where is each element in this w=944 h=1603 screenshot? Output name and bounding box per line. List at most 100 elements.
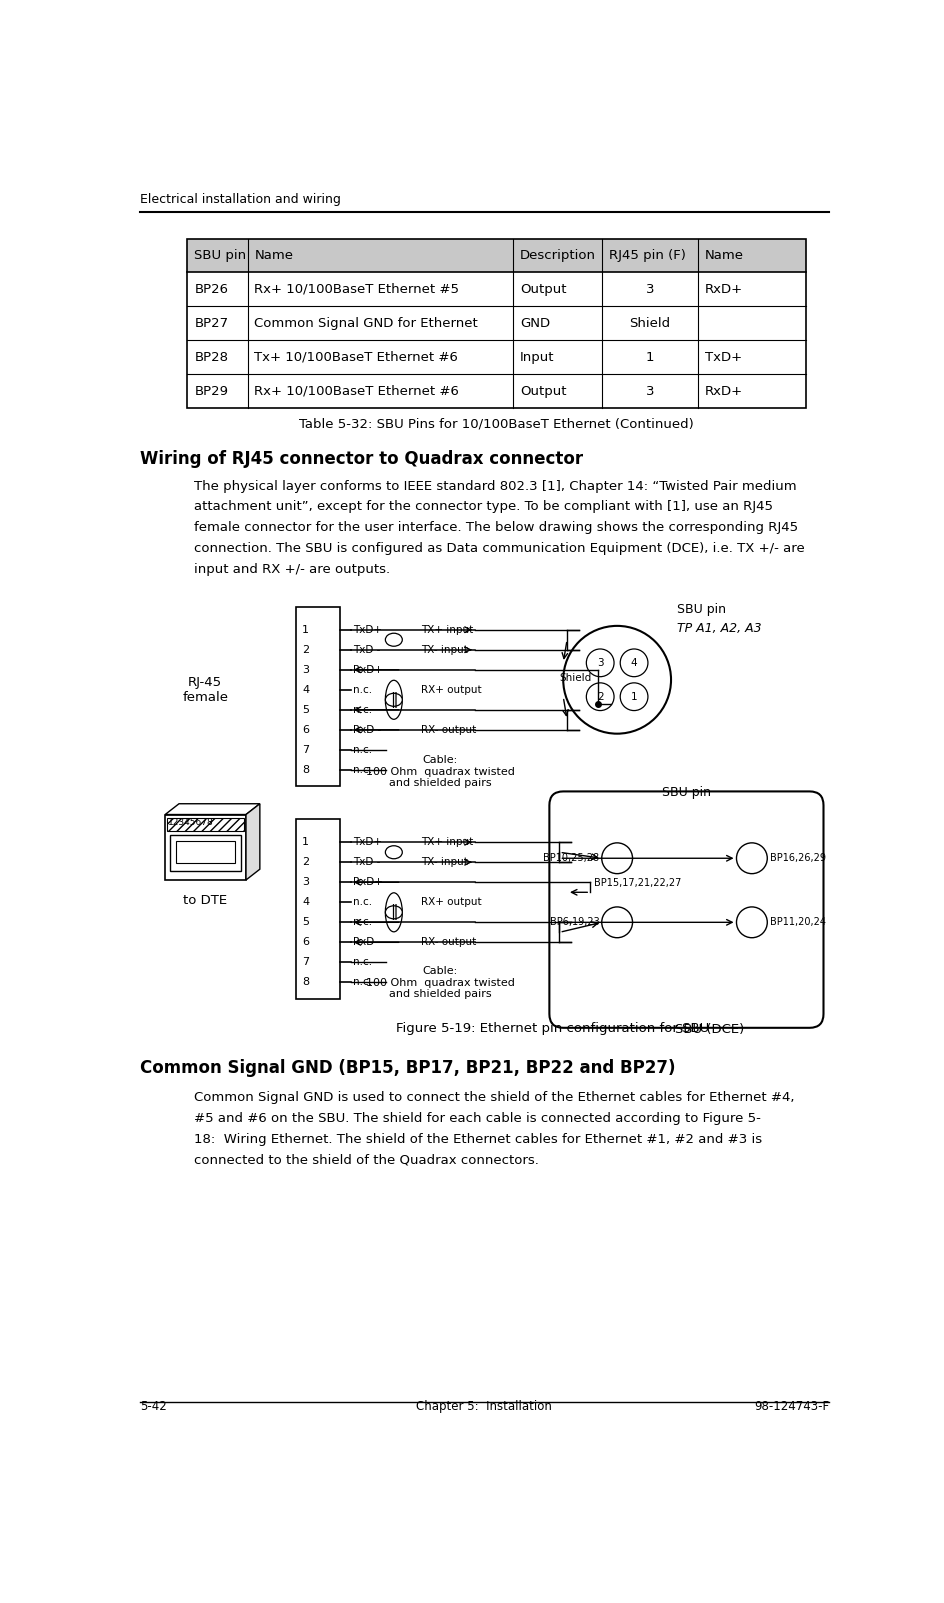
Text: RX+ output: RX+ output [420, 684, 480, 694]
Text: n.c.: n.c. [353, 705, 372, 715]
Text: 7: 7 [302, 957, 309, 967]
Text: 8: 8 [302, 978, 309, 987]
Text: Tx+ 10/100BaseT Ethernet #6: Tx+ 10/100BaseT Ethernet #6 [254, 351, 458, 364]
Text: TX+ input: TX+ input [420, 625, 473, 635]
Ellipse shape [385, 680, 402, 720]
Text: SBU pin: SBU pin [677, 603, 725, 616]
Text: BP26: BP26 [194, 282, 228, 297]
Text: n.c.: n.c. [353, 684, 372, 694]
Text: RxD+: RxD+ [704, 282, 742, 297]
Text: Shield: Shield [629, 317, 669, 330]
Text: BP6,19,23: BP6,19,23 [549, 917, 598, 927]
Text: TX- input: TX- input [420, 644, 467, 654]
Text: TxD -: TxD - [353, 644, 380, 654]
Text: 6: 6 [302, 725, 309, 734]
Text: Wiring of RJ45 connector to Quadrax connector: Wiring of RJ45 connector to Quadrax conn… [140, 450, 582, 468]
Text: The physical layer conforms to IEEE standard 802.3 [1], Chapter 14: “Twisted Pai: The physical layer conforms to IEEE stan… [194, 479, 796, 492]
Text: Input: Input [519, 351, 554, 364]
Text: n.c.: n.c. [353, 917, 372, 927]
Circle shape [619, 649, 648, 676]
Text: 5: 5 [302, 705, 309, 715]
Text: Figure 5-19: Ethernet pin configuration for SBU: Figure 5-19: Ethernet pin configuration … [396, 1021, 709, 1034]
Text: TX- input: TX- input [420, 858, 467, 867]
Text: 1: 1 [302, 837, 309, 848]
Ellipse shape [385, 906, 402, 919]
Text: to DTE: to DTE [183, 894, 227, 907]
Polygon shape [245, 803, 260, 880]
Text: 4: 4 [302, 684, 309, 694]
Circle shape [585, 649, 614, 676]
Text: RxD -: RxD - [353, 725, 380, 734]
Text: ‖: ‖ [390, 692, 397, 709]
Text: TxD+: TxD+ [353, 625, 381, 635]
Text: BP28: BP28 [194, 351, 228, 364]
Text: Cable:
100 Ohm  quadrax twisted
and shielded pairs: Cable: 100 Ohm quadrax twisted and shiel… [365, 755, 514, 789]
Circle shape [563, 625, 670, 734]
Text: BP27: BP27 [194, 317, 228, 330]
Circle shape [735, 843, 767, 874]
Text: Table 5-32: SBU Pins for 10/100BaseT Ethernet (Continued): Table 5-32: SBU Pins for 10/100BaseT Eth… [299, 417, 693, 430]
Text: 12345678: 12345678 [168, 819, 213, 827]
Text: n.c.: n.c. [353, 957, 372, 967]
Text: n.c.: n.c. [353, 978, 372, 987]
Text: Rx+ 10/100BaseT Ethernet #6: Rx+ 10/100BaseT Ethernet #6 [254, 385, 459, 398]
Text: 8: 8 [302, 765, 309, 774]
Bar [187, 239, 805, 273]
Text: 5-42: 5-42 [140, 1399, 166, 1412]
Text: BP10,25,28: BP10,25,28 [543, 853, 598, 864]
Text: Name: Name [704, 248, 743, 261]
Text: TxD+: TxD+ [353, 837, 381, 848]
Text: 3: 3 [302, 877, 309, 888]
Text: 1: 1 [645, 351, 653, 364]
Text: n.c.: n.c. [353, 745, 372, 755]
Text: 18:  Wiring Ethernet. The shield of the Ethernet cables for Ethernet #1, #2 and : 18: Wiring Ethernet. The shield of the E… [194, 1133, 761, 1146]
Text: Electrical installation and wiring: Electrical installation and wiring [140, 194, 340, 207]
Text: Rx+ 10/100BaseT Ethernet #5: Rx+ 10/100BaseT Ethernet #5 [254, 282, 459, 297]
Text: 6: 6 [302, 938, 309, 947]
Bar [295, 606, 340, 785]
Text: Shield: Shield [559, 673, 591, 683]
Ellipse shape [385, 692, 402, 707]
FancyBboxPatch shape [548, 792, 822, 1028]
Text: connected to the shield of the Quadrax connectors.: connected to the shield of the Quadrax c… [194, 1153, 538, 1167]
Text: 1: 1 [302, 625, 309, 635]
Text: SBU pin: SBU pin [194, 248, 246, 261]
Text: 2: 2 [302, 858, 309, 867]
Text: #5 and #6 on the SBU. The shield for each cable is connected according to Figure: #5 and #6 on the SBU. The shield for eac… [194, 1112, 760, 1125]
Text: BP16,26,29: BP16,26,29 [768, 853, 825, 864]
Ellipse shape [385, 846, 402, 859]
Text: RX- output: RX- output [420, 725, 476, 734]
Ellipse shape [385, 893, 402, 931]
Text: RJ-45
female: RJ-45 female [182, 676, 228, 704]
Text: SBU (DCE): SBU (DCE) [674, 1023, 743, 1036]
Bar [295, 819, 340, 999]
Text: Common Signal GND is used to connect the shield of the Ethernet cables for Ether: Common Signal GND is used to connect the… [194, 1092, 793, 1104]
Text: RX- output: RX- output [420, 938, 476, 947]
Text: 2: 2 [597, 692, 603, 702]
Text: RX+ output: RX+ output [420, 898, 480, 907]
Circle shape [585, 683, 614, 710]
Text: attachment unit”, except for the connector type. To be compliant with [1], use a: attachment unit”, except for the connect… [194, 500, 772, 513]
Text: TX+ input: TX+ input [420, 837, 473, 848]
Text: Name: Name [254, 248, 294, 261]
Bar [170, 835, 241, 870]
Text: RxD+: RxD+ [353, 665, 382, 675]
Text: 7: 7 [302, 745, 309, 755]
Text: TxD+: TxD+ [704, 351, 741, 364]
Text: n.c.: n.c. [353, 898, 372, 907]
Text: input and RX +/- are outputs.: input and RX +/- are outputs. [194, 563, 389, 575]
Text: BP11,20,24: BP11,20,24 [768, 917, 825, 927]
Text: 3: 3 [597, 657, 603, 668]
Text: RJ45 pin (F): RJ45 pin (F) [608, 248, 684, 261]
Text: SBU pin: SBU pin [661, 785, 710, 800]
Text: 98-124743-F: 98-124743-F [753, 1399, 828, 1412]
Text: 3: 3 [302, 665, 309, 675]
Text: Output: Output [519, 282, 566, 297]
Text: Cable:
100 Ohm  quadrax twisted
and shielded pairs: Cable: 100 Ohm quadrax twisted and shiel… [365, 967, 514, 999]
Text: Common Signal GND (BP15, BP17, BP21, BP22 and BP27): Common Signal GND (BP15, BP17, BP21, BP2… [140, 1058, 675, 1077]
Text: RxD+: RxD+ [704, 385, 742, 398]
Text: Description: Description [519, 248, 596, 261]
Text: GND: GND [519, 317, 549, 330]
Text: Common Signal GND for Ethernet: Common Signal GND for Ethernet [254, 317, 478, 330]
Text: 1: 1 [630, 692, 636, 702]
